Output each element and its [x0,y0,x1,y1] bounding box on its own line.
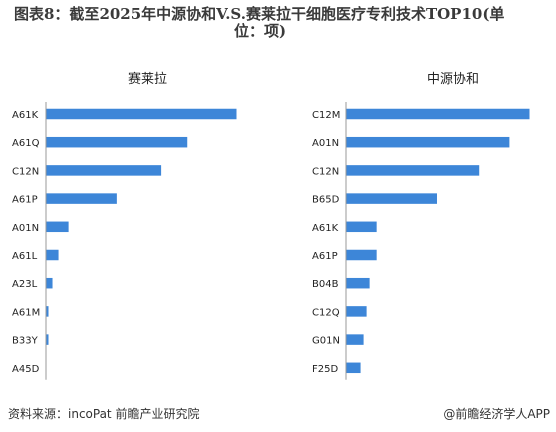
left-panel-title: 赛莱拉 [128,72,168,87]
chart-title-line2: 位：项) [233,22,287,40]
right-category-label: B04B [312,279,339,290]
right-category-label: B65D [312,195,340,206]
right-category-label: A01N [312,138,339,149]
left-category-label: A61Q [12,138,40,149]
left-bar-a61l [46,249,59,261]
left-category-label: B33Y [12,336,39,347]
left-bar-a61k [46,108,237,120]
left-category-label: A01N [12,223,39,234]
left-bar-a61p [46,193,117,204]
right-category-label: C12M [312,110,340,121]
left-category-label: A61K [12,110,39,121]
left-category-label: A23L [12,279,38,290]
left-bar-a61m [46,306,49,317]
left-bar-b33y [46,334,49,345]
chart-title-line1: 图表8：截至2025年中源协和V.S.赛莱拉干细胞医疗专利技术TOP10(单 [14,5,505,23]
left-bar-chart: A61K A61Q C12N A61P A01N A61L A23L A61M B33Y A45D [12,102,237,380]
right-category-label: F25D [312,364,338,375]
right-bar-a61k [346,221,377,233]
left-bar-a01n [46,221,69,233]
left-category-label: C12N [12,166,39,177]
left-category-label: A61P [12,195,38,206]
right-bar-b65d [346,193,437,204]
left-bar-a61q [46,136,188,148]
right-panel-title: 中源协和 [427,72,480,87]
right-bar-c12n [346,165,480,176]
right-bar-g01n [346,334,364,345]
left-category-label: A61M [12,307,40,318]
right-category-label: A61P [312,251,338,262]
right-bar-a01n [346,136,510,148]
left-bar-c12n [46,165,162,176]
right-bar-chart: C12M A01N C12N B65D A61K A61P B04B C12Q G01N F25D [312,102,530,380]
right-category-label: C12N [312,166,339,177]
right-category-label: G01N [312,336,340,347]
right-bar-b04b [346,277,370,289]
left-bar-a23l [46,277,53,289]
right-bar-a61p [346,249,377,261]
chart-title: 图表8：截至2025年中源协和V.S.赛莱拉干细胞医疗专利技术TOP10(单 位… [14,6,546,40]
right-category-label: C12Q [312,307,340,318]
left-category-label: A45D [12,364,40,375]
source-note: 资料来源：incoPat 前瞻产业研究院 [8,407,200,421]
right-category-label: A61K [312,223,339,234]
left-category-label: A61L [12,251,38,262]
right-bar-c12m [346,108,530,120]
right-bar-c12q [346,306,367,317]
brand-note: @前瞻经济学人APP [443,407,550,421]
right-bar-f25d [346,362,361,374]
